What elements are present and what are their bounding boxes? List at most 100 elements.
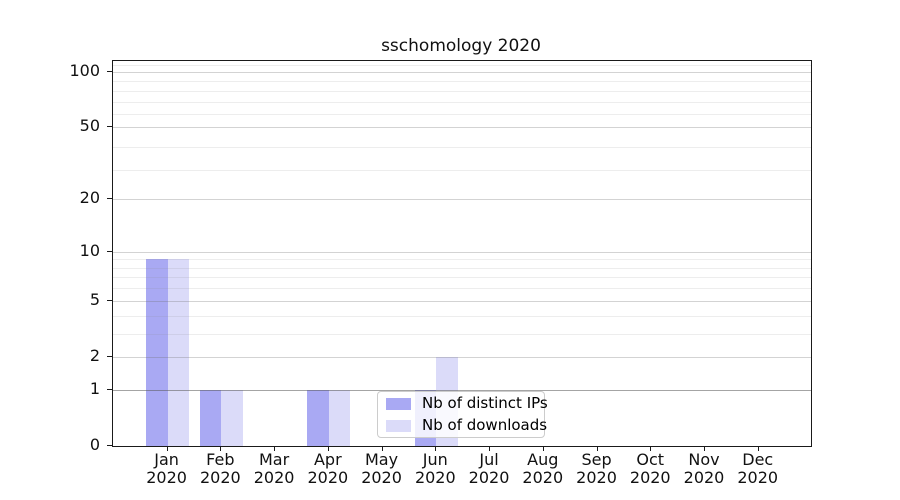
x-tick-year-aug: 2020 [522,468,564,487]
y-tick-label-100: 100 [69,61,100,80]
x-tick-month-jul: Jul [479,450,499,469]
gridline-50 [113,127,811,129]
y-tick-label-20: 20 [79,188,100,208]
x-tick-year-nov: 2020 [683,468,725,487]
x-tick-year-jun: 2020 [414,468,456,487]
x-tick-year-oct: 2020 [629,468,671,487]
x-tick-year-apr: 2020 [307,468,349,487]
gridline-minor [113,90,811,92]
legend-item-distinct-ips: Nb of distinct IPs [386,394,548,413]
x-tick-label-apr: Apr 2020 [288,451,368,487]
y-tick-mark-1 [107,388,112,390]
x-tick-month-jun: Jun [422,450,448,469]
x-tick-mark-may [381,446,383,451]
x-tick-label-feb: Feb 2020 [180,451,260,487]
x-tick-year-jan: 2020 [146,468,187,487]
gridline-minor [113,333,811,335]
legend-label-downloads: Nb of downloads [422,416,548,434]
y-tick-label-50: 50 [79,116,100,136]
x-tick-mark-jun [435,446,437,451]
bar-nb-of-downloads-jan [167,259,190,446]
x-tick-month-oct: Oct [636,450,665,469]
x-tick-year-may: 2020 [361,468,402,487]
gridline-minor [113,81,811,83]
x-tick-label-jan: Jan 2020 [127,451,207,487]
x-tick-mark-dec [757,446,759,451]
y-tick-mark-2 [107,355,112,357]
legend-swatch-distinct-ips [386,397,411,410]
x-tick-label-nov: Nov 2020 [664,451,744,487]
gridline-minor [113,259,811,261]
x-tick-month-dec: Dec [742,450,774,469]
x-tick-label-jun: Jun 2020 [395,451,475,487]
legend-swatch-downloads [386,419,411,432]
gridline-minor [113,114,811,116]
x-tick-month-mar: Mar [258,450,290,469]
bar-nb-of-distinct-ips-apr [307,389,329,446]
bar-nb-of-downloads-feb [221,389,243,446]
y-tick-mark-20 [107,198,112,200]
bar-nb-of-distinct-ips-jan [146,259,168,446]
legend-item-downloads: Nb of downloads [386,416,547,435]
x-tick-year-sep: 2020 [576,468,617,487]
x-tick-year-dec: 2020 [737,468,779,487]
x-tick-mark-feb [220,446,222,451]
gridline-minor [113,147,811,149]
y-tick-label-5: 5 [89,289,100,309]
plot-area [112,60,812,447]
y-tick-mark-50 [107,126,112,128]
gridline-minor [113,101,811,103]
x-tick-year-mar: 2020 [253,468,295,487]
x-tick-month-sep: Sep [581,450,612,469]
x-tick-mark-apr [327,446,329,451]
gridline-100 [113,72,811,73]
y-tick-mark-100 [107,71,112,72]
x-tick-month-apr: Apr [313,450,342,469]
gridline-20 [113,199,811,201]
gridline-10 [113,251,811,253]
gridline-minor [113,288,811,290]
y-tick-label-10: 10 [79,240,100,260]
x-tick-label-oct: Oct 2020 [610,451,690,487]
x-tick-mark-sep [596,446,598,451]
x-tick-month-feb: Feb [206,450,235,469]
x-tick-month-aug: Aug [527,450,559,469]
y-tick-label-0: 0 [89,435,100,454]
x-tick-year-feb: 2020 [199,468,241,487]
gridline-minor [113,65,811,67]
x-tick-label-may: May 2020 [342,451,422,487]
gridline-2 [113,356,811,358]
y-tick-label-2: 2 [89,345,100,365]
legend: Nb of distinct IPs Nb of downloads [377,391,548,438]
x-tick-month-jan: Jan [154,450,179,469]
x-tick-mark-aug [542,446,544,451]
x-tick-label-aug: Aug 2020 [503,451,583,487]
gridline-minor [113,170,811,172]
x-tick-month-may: May [365,450,399,469]
x-tick-label-sep: Sep 2020 [557,451,637,487]
x-tick-mark-nov [704,446,705,451]
gridline-minor [113,315,811,317]
y-tick-mark-10 [107,250,112,252]
x-tick-mark-jan [166,446,168,451]
x-tick-year-jul: 2020 [468,468,510,487]
x-tick-mark-jul [489,446,491,451]
x-tick-mark-oct [650,446,652,451]
gridline-minor [113,267,811,269]
legend-label-distinct-ips: Nb of distinct IPs [422,394,548,412]
gridline-1 [113,389,811,391]
bar-nb-of-distinct-ips-feb [199,389,222,446]
bar-nb-of-downloads-apr [328,389,351,446]
x-tick-label-mar: Mar 2020 [234,451,314,487]
x-tick-label-jul: Jul 2020 [449,451,529,487]
gridline-5 [113,300,811,302]
gridline-minor [113,277,811,279]
x-tick-label-dec: Dec 2020 [718,451,798,487]
y-tick-label-1: 1 [89,378,100,398]
x-tick-month-nov: Nov [688,450,720,469]
y-tick-mark-5 [107,299,112,301]
x-tick-mark-mar [274,446,276,451]
y-tick-mark-0 [107,445,112,446]
chart-title: sschomology 2020 [381,36,541,56]
